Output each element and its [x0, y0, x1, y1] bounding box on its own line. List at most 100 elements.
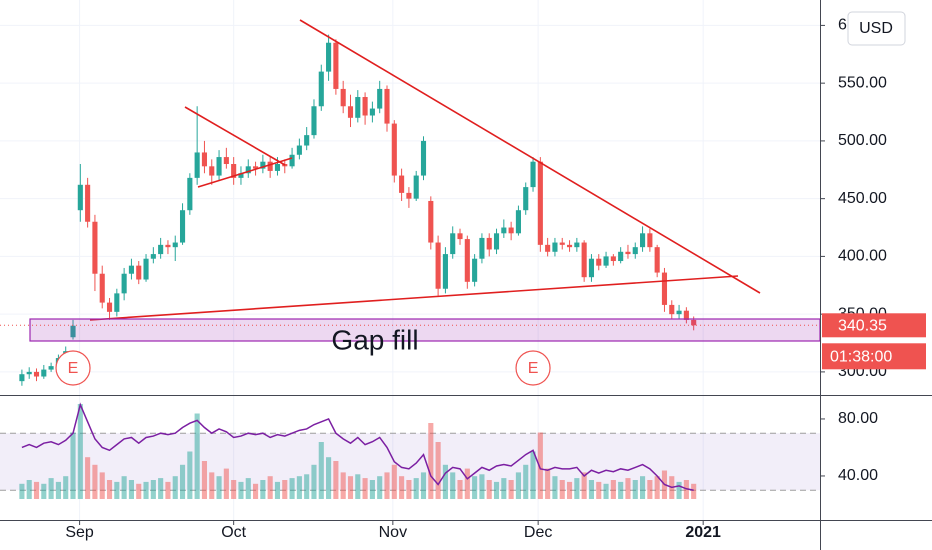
candle-body — [296, 145, 302, 155]
candle-body — [559, 242, 565, 245]
currency[interactable]: USD — [859, 20, 893, 37]
candle-body — [377, 88, 383, 109]
volume-bar — [209, 472, 215, 499]
volume-bar — [581, 472, 587, 499]
rsi-tick-label: 80.00 — [838, 410, 878, 427]
volume-bar — [289, 478, 295, 499]
volume-bar — [340, 472, 346, 499]
candle-body — [618, 251, 624, 262]
volume-bar — [523, 464, 529, 499]
volume-bar — [333, 461, 339, 499]
candle-body — [508, 227, 514, 234]
volume-bar — [121, 476, 127, 499]
volume-bar — [216, 476, 222, 499]
candle-body — [274, 164, 281, 171]
candle-body — [92, 221, 98, 274]
earnings-label: E — [68, 360, 79, 377]
volume-bar — [311, 464, 317, 499]
candle-body — [333, 42, 339, 89]
candle-body — [399, 175, 405, 193]
volume-bar — [691, 483, 697, 499]
x-tick-label: Oct — [221, 524, 246, 541]
y-tick-label: 400.00 — [838, 248, 887, 265]
earnings-label: E — [528, 360, 539, 377]
candle-body — [41, 369, 47, 377]
volume-bar — [260, 480, 266, 499]
candle-body — [194, 152, 200, 178]
volume-bar — [201, 461, 208, 499]
volume-bar — [253, 483, 259, 499]
volume-bar — [428, 423, 434, 499]
candle-body — [318, 71, 324, 107]
candle-body — [347, 106, 354, 118]
candle-body — [669, 304, 675, 315]
candle-body — [172, 242, 178, 248]
volume-bar — [618, 481, 624, 499]
currency-button[interactable] — [847, 11, 906, 46]
volume-bar — [85, 457, 91, 499]
volume-bar — [55, 481, 61, 499]
candle-body — [77, 184, 83, 211]
candles — [19, 34, 697, 386]
candle-body — [435, 242, 441, 289]
candle-body — [457, 233, 463, 240]
candle-body — [114, 293, 120, 312]
x-tick-label: Nov — [379, 524, 407, 541]
candle-body — [566, 244, 573, 248]
volume-bar — [92, 464, 98, 499]
candle-body — [661, 272, 668, 305]
volume-bar — [391, 464, 397, 499]
trendline — [89, 275, 739, 321]
candle-body — [267, 161, 273, 171]
volume-bar — [508, 480, 514, 499]
candle-body — [260, 161, 266, 169]
candle-body — [406, 192, 412, 199]
candle-body — [428, 200, 434, 243]
candle-body — [472, 258, 478, 282]
volume-bar — [70, 432, 76, 499]
volume-bar — [420, 472, 427, 499]
x-tick-label: Sep — [65, 524, 94, 541]
volume-bar — [566, 481, 573, 499]
candle-body — [442, 254, 448, 289]
candle-body — [85, 184, 91, 222]
volume-bar — [640, 476, 646, 499]
volume-bar — [143, 481, 149, 499]
y-tick-label: 500.00 — [838, 132, 887, 149]
volume-bar — [545, 468, 551, 499]
candle-body — [158, 244, 164, 255]
countdown-box — [822, 343, 926, 370]
volume-bar — [603, 483, 609, 499]
volume-bar — [150, 480, 156, 499]
volume-bar — [282, 480, 288, 499]
candle-body — [289, 154, 295, 167]
volume-bar — [501, 478, 507, 499]
candle-body — [179, 210, 186, 243]
price-label-box — [822, 313, 926, 338]
volume-bar — [632, 480, 638, 499]
volume-bar — [26, 480, 32, 499]
candle-body — [369, 108, 375, 116]
volume-bar — [537, 432, 543, 499]
volume-bar — [77, 404, 83, 499]
gap-box — [29, 318, 821, 342]
volume-bar — [399, 476, 405, 499]
volume-bar — [128, 480, 134, 499]
volume-bar — [588, 480, 595, 499]
trendline — [197, 157, 293, 188]
candle-body — [523, 187, 529, 211]
volume-bar — [48, 478, 54, 499]
candle-body — [99, 273, 105, 303]
candle-body — [19, 374, 25, 382]
rsi-tick-label: 40.00 — [838, 467, 878, 484]
candle-body — [545, 244, 551, 252]
volume-bar — [326, 457, 332, 499]
x-tick-label: Dec — [524, 524, 552, 541]
candle-body — [676, 310, 682, 315]
annotation: Gap fill — [331, 324, 418, 355]
volume-bar — [457, 480, 463, 499]
volume-bar — [450, 472, 456, 499]
candle-body — [238, 173, 244, 178]
